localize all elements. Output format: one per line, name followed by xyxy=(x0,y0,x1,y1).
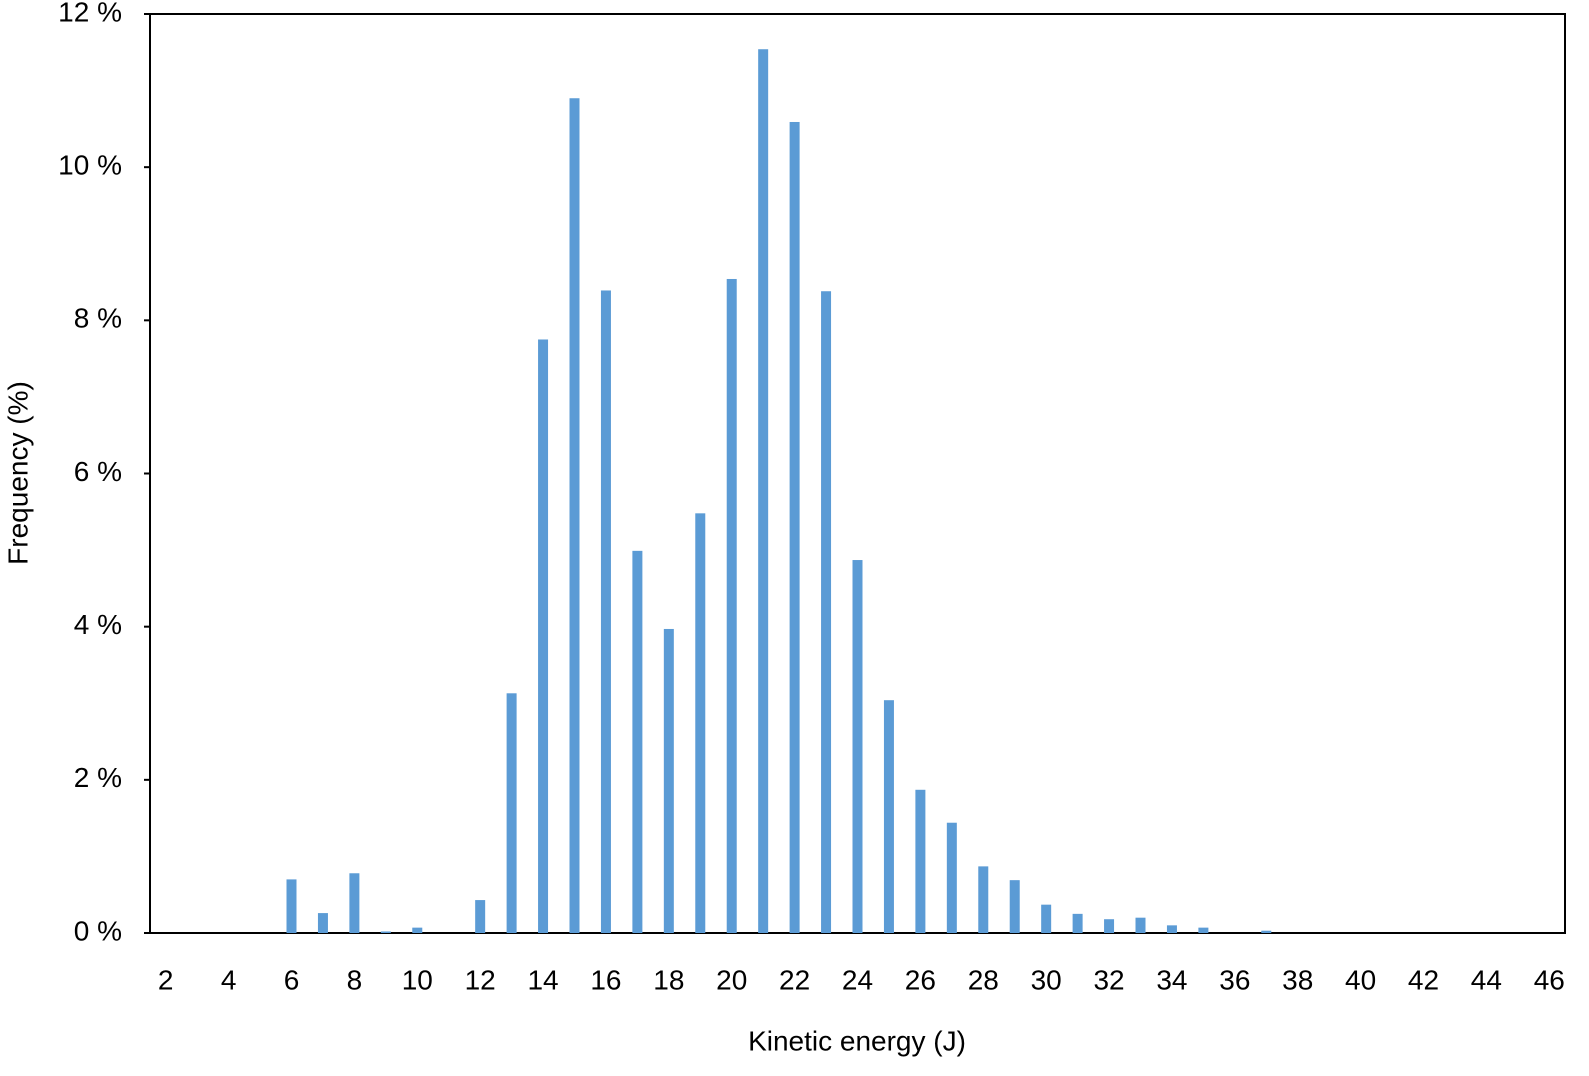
x-tick-label: 20 xyxy=(716,964,747,995)
x-tick-label: 40 xyxy=(1345,964,1376,995)
x-tick-label: 34 xyxy=(1156,964,1187,995)
bar xyxy=(412,927,423,933)
bar xyxy=(1041,904,1052,933)
bar xyxy=(600,290,611,933)
bar xyxy=(663,628,674,933)
x-tick-label: 32 xyxy=(1093,964,1124,995)
bar xyxy=(506,693,517,933)
bar xyxy=(789,121,800,934)
bar xyxy=(538,339,549,934)
x-tick-label: 12 xyxy=(465,964,496,995)
x-tick-label: 30 xyxy=(1031,964,1062,995)
x-tick-label: 4 xyxy=(221,964,237,995)
y-tick-label: 12 % xyxy=(58,0,122,27)
x-tick-label: 38 xyxy=(1282,964,1313,995)
bar xyxy=(1261,930,1272,933)
bar xyxy=(317,913,328,933)
x-tick-label: 36 xyxy=(1219,964,1250,995)
x-tick-label: 10 xyxy=(402,964,433,995)
bar xyxy=(726,278,737,933)
bar xyxy=(475,900,486,933)
y-tick-label: 6 % xyxy=(74,456,122,487)
bar xyxy=(852,560,863,933)
bar xyxy=(1104,919,1115,933)
bar xyxy=(1198,927,1209,933)
x-tick-label: 22 xyxy=(779,964,810,995)
x-tick-label: 46 xyxy=(1534,964,1565,995)
bar xyxy=(632,550,643,933)
bar xyxy=(286,879,297,933)
x-tick-label: 44 xyxy=(1471,964,1502,995)
x-tick-label: 8 xyxy=(347,964,363,995)
y-axis-title: Frequency (%) xyxy=(2,381,33,565)
y-tick-label: 8 % xyxy=(74,303,122,334)
bar xyxy=(758,49,769,933)
y-tick-label: 0 % xyxy=(74,915,122,946)
bar xyxy=(569,98,580,933)
x-tick-label: 18 xyxy=(653,964,684,995)
y-tick-label: 10 % xyxy=(58,150,122,181)
bar xyxy=(821,291,832,933)
x-tick-label: 6 xyxy=(284,964,300,995)
x-tick-label: 28 xyxy=(968,964,999,995)
y-tick-label: 2 % xyxy=(74,762,122,793)
x-tick-label: 42 xyxy=(1408,964,1439,995)
bar xyxy=(1009,880,1020,933)
bar xyxy=(349,873,360,933)
x-tick-label: 26 xyxy=(905,964,936,995)
bar xyxy=(380,931,391,933)
bar xyxy=(1135,917,1146,933)
bar xyxy=(978,866,989,933)
x-tick-label: 16 xyxy=(590,964,621,995)
x-tick-label: 2 xyxy=(158,964,174,995)
bar xyxy=(915,789,926,933)
bar xyxy=(883,700,894,933)
x-tick-label: 24 xyxy=(842,964,873,995)
bar xyxy=(695,513,706,933)
bar xyxy=(946,822,957,933)
x-axis-title: Kinetic energy (J) xyxy=(748,1025,966,1056)
bar xyxy=(1072,913,1083,933)
x-tick-label: 14 xyxy=(527,964,558,995)
bar xyxy=(1166,925,1177,933)
y-tick-label: 4 % xyxy=(74,609,122,640)
